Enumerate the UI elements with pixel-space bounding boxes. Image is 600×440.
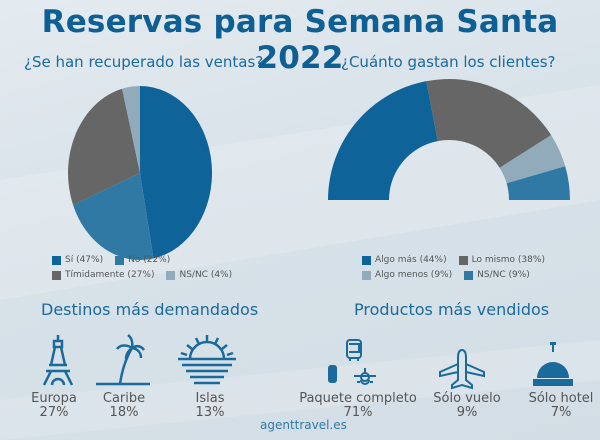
- legend-label: NS/NC (9%): [477, 270, 530, 280]
- page-title: Reservas para Semana Santa 2022: [41, 4, 559, 76]
- productos-title: Productos más vendidos: [354, 300, 550, 319]
- pie-slice-s-: [140, 86, 213, 259]
- legend-label: No (22%): [128, 255, 171, 265]
- legend-chart1: Sí (47%) No (22%) Tímidamente (27%) NS/N…: [52, 255, 232, 285]
- producto-pct: 71%: [343, 405, 373, 420]
- legend-swatch: [464, 270, 474, 280]
- destino-name: Caribe: [102, 391, 146, 406]
- legend-item: NS/NC (9%): [464, 270, 530, 280]
- sunset-sea-icon: [178, 335, 236, 385]
- legend-swatch: [166, 270, 176, 280]
- legend-item: Sí (47%): [52, 255, 103, 265]
- eiffel-tower-icon: [42, 335, 74, 386]
- legend-item: Tímidamente (27%): [52, 270, 154, 280]
- producto-pct: 9%: [456, 405, 478, 420]
- donut-slice-lo-mismo: [426, 79, 552, 168]
- legend-swatch: [115, 255, 125, 265]
- destinos-title: Destinos más demandados: [41, 300, 259, 319]
- legend-label: Lo mismo (38%): [471, 255, 545, 265]
- legend-label: Algo más (44%): [375, 255, 447, 265]
- legend-item: Algo menos (9%): [362, 270, 452, 280]
- pie-slice-ns-nc: [122, 86, 140, 173]
- destino-item: Islas 13%: [180, 392, 240, 420]
- pie-slice-t-midamente: [67, 88, 140, 206]
- donut-slice-algo-menos: [499, 135, 566, 184]
- brand-logo: agenttravel.es: [260, 418, 347, 432]
- legend-chart2: Algo más (44%) Lo mismo (38%) Algo menos…: [362, 255, 545, 285]
- legend-swatch: [52, 255, 61, 265]
- donut-slice-ns-nc: [506, 166, 570, 200]
- palm-tree-icon: [96, 334, 150, 386]
- producto-name: Sólo hotel: [528, 391, 594, 406]
- producto-pct: 7%: [550, 405, 572, 420]
- legend-item: No (22%): [115, 255, 170, 265]
- pie-slice-no: [73, 173, 154, 260]
- destino-pct: 13%: [195, 405, 225, 420]
- destino-item: Caribe 18%: [94, 392, 154, 420]
- background-stripe: [0, 340, 600, 440]
- chart2-title: ¿Cuánto gastan los clientes?: [341, 53, 556, 71]
- producto-name: Paquete completo: [299, 391, 417, 406]
- producto-name: Sólo vuelo: [433, 391, 501, 406]
- legend-label: Tímidamente (27%): [65, 270, 155, 280]
- destino-pct: 18%: [109, 405, 139, 420]
- legend-item: Lo mismo (38%): [458, 255, 545, 265]
- hotel-bell-icon: [533, 342, 573, 386]
- legend-swatch: [458, 255, 468, 265]
- package-icon: [328, 339, 376, 385]
- destino-name: Europa: [31, 391, 77, 406]
- legend-label: NS/NC (4%): [179, 270, 233, 280]
- half-donut-spending: [328, 79, 570, 200]
- legend-label: Sí (47%): [65, 255, 104, 265]
- legend-item: Algo más (44%): [362, 255, 447, 265]
- destino-name: Islas: [195, 391, 225, 406]
- legend-item: NS/NC (4%): [166, 270, 232, 280]
- producto-item: Paquete completo 71%: [290, 392, 426, 420]
- legend-swatch: [362, 270, 371, 280]
- airplane-icon: [439, 348, 485, 390]
- legend-swatch: [362, 255, 371, 265]
- legend-label: Algo menos (9%): [375, 270, 453, 280]
- destino-pct: 27%: [39, 405, 69, 420]
- donut-slice-algo-m-s: [328, 81, 438, 200]
- producto-item: Sólo hotel 7%: [522, 392, 600, 420]
- producto-item: Sólo vuelo 9%: [428, 392, 506, 420]
- chart1-title: ¿Se han recuperado las ventas?: [24, 53, 264, 71]
- pie-chart-sales: [67, 86, 213, 260]
- legend-swatch: [52, 270, 61, 280]
- destino-item: Europa 27%: [24, 392, 84, 420]
